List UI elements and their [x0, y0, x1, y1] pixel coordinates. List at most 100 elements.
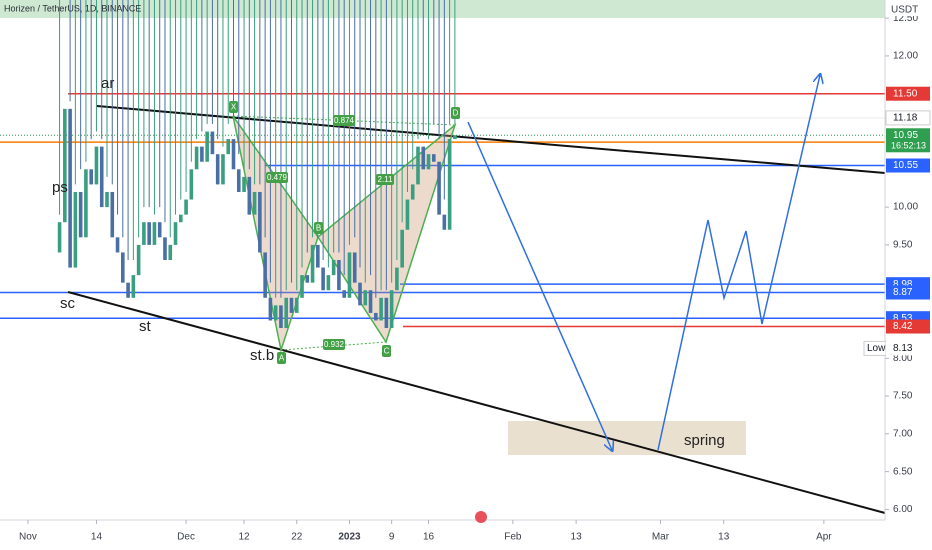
candle-body [173, 222, 178, 245]
projection-up [657, 75, 820, 451]
price-label: 8.42 [893, 321, 913, 332]
point-box [229, 101, 238, 113]
candle-body [200, 146, 204, 162]
candle-body [152, 222, 157, 245]
candle-body [284, 297, 289, 329]
candle-body [437, 161, 441, 215]
point-box [277, 352, 286, 364]
candle-body [337, 260, 341, 291]
point-label: D [453, 109, 459, 118]
x-tick-label: 22 [291, 532, 303, 543]
candle-body [231, 139, 236, 170]
candle-body [57, 222, 62, 253]
candle-body [263, 252, 267, 298]
candle-body [310, 244, 315, 283]
candle-body [110, 191, 115, 238]
candle-body [363, 290, 368, 306]
candle-body [453, 135, 457, 140]
annotation: ar [101, 75, 114, 92]
price-label-layer: 11.5011.1810.8610.558.988.878.538.4210.9… [863, 86, 931, 356]
ratio-box [333, 115, 355, 126]
low-label: 8.13 [893, 343, 913, 354]
candle-body [289, 297, 294, 313]
x-tick-label: 13 [571, 532, 583, 543]
candle-body [426, 154, 431, 170]
candle-body [358, 282, 362, 306]
candle-body [221, 154, 225, 185]
spring-zone [508, 421, 746, 455]
low-box [886, 341, 930, 356]
candle-body [447, 139, 452, 230]
chart-title: Horizen / TetherUS, 1D, BINANCE [4, 3, 141, 13]
price-label: 10.55 [893, 160, 918, 171]
candle-body [432, 154, 436, 162]
candle-body [184, 199, 188, 215]
candle-body [421, 146, 426, 170]
candle-body [168, 244, 173, 260]
y-tick-label: 6.00 [893, 504, 913, 515]
candle-body [300, 275, 304, 298]
candle-body [78, 191, 83, 238]
x-tick-label: Feb [504, 532, 522, 543]
currency-label: USDT [891, 5, 918, 16]
candle-body [73, 191, 78, 268]
candle-body [163, 237, 167, 260]
candle-body [352, 252, 357, 283]
candle-body [94, 146, 99, 185]
candle-body [89, 169, 93, 185]
point-box [382, 345, 391, 357]
x-tick-label: Mar [652, 532, 670, 543]
candle-body [136, 244, 141, 276]
candle-body [121, 252, 125, 283]
pattern-labels: X A B C D 0.874 0.479 2.11 0.932 [229, 101, 460, 364]
candle-body [142, 222, 146, 245]
candle-body [368, 290, 373, 313]
candle-body [384, 297, 389, 329]
projection-down [467, 121, 612, 450]
candle-body [147, 222, 151, 245]
annotation: spring [684, 432, 725, 449]
ratio-label: 0.874 [334, 116, 355, 125]
price-label: 11.50 [893, 88, 918, 99]
lower-trend-line [67, 291, 886, 514]
price-label-box [885, 110, 931, 126]
candle-body [105, 191, 109, 208]
currency-box [886, 2, 930, 16]
candle-body [258, 191, 262, 253]
candle-body [442, 214, 447, 230]
candle-body [379, 297, 383, 321]
candle-body [405, 199, 410, 230]
y-tick-label: 7.50 [893, 391, 913, 402]
x-tick-label: 12 [238, 532, 250, 543]
candle-body [63, 108, 67, 223]
candle-body [279, 305, 283, 329]
candle-body [252, 191, 257, 215]
candle-body [194, 146, 199, 170]
point-label: X [231, 103, 237, 112]
candle-body [416, 146, 420, 185]
candle-body [226, 139, 231, 155]
price-label: 8.53 [893, 313, 913, 324]
candle-body [242, 176, 246, 192]
ratio-label: 0.479 [267, 173, 288, 182]
point-label: C [384, 347, 390, 356]
price-label: 8.98 [893, 279, 913, 290]
x-tick-label: 9 [389, 532, 395, 543]
y-tick-label: 9.50 [893, 240, 913, 251]
last-price-label: 10.95 [893, 130, 918, 141]
price-label-box [886, 158, 930, 173]
candle-body [84, 169, 88, 238]
candle-body [115, 237, 120, 253]
candle-body [331, 260, 336, 276]
candle-body [210, 131, 215, 155]
candle-body [410, 184, 415, 200]
x-tick-label: 14 [91, 532, 103, 543]
price-line-layer [0, 92, 885, 328]
candle-body [273, 305, 278, 321]
x-tick-label: 2023 [338, 532, 361, 543]
annotation: sc [60, 295, 76, 312]
point-box [451, 107, 460, 119]
point-box [314, 222, 323, 234]
ratio-box [266, 172, 288, 183]
